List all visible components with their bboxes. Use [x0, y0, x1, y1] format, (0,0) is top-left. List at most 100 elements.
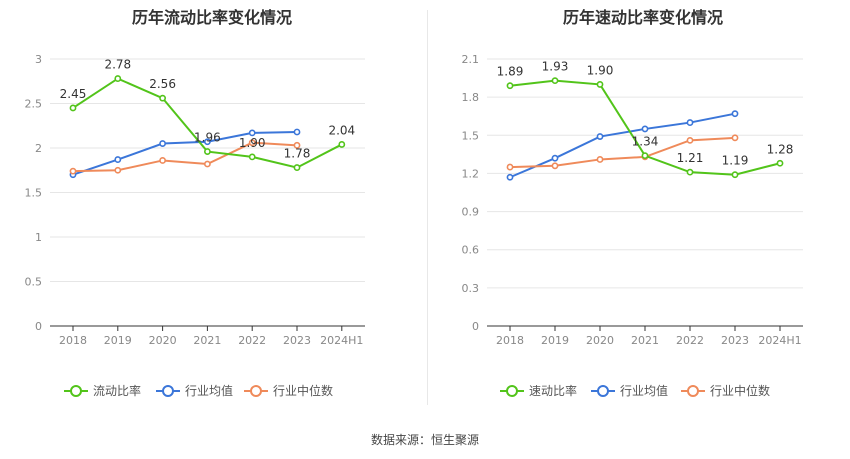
data-point[interactable]	[641, 125, 649, 133]
y-tick-label: 0	[472, 320, 479, 333]
data-point[interactable]	[114, 156, 122, 163]
data-point[interactable]	[69, 104, 77, 112]
y-tick-label: 1.2	[462, 167, 480, 180]
data-point[interactable]	[248, 153, 256, 161]
x-tick-label: 2023	[283, 334, 311, 347]
legend-marker[interactable]	[506, 385, 518, 397]
series-line	[72, 130, 298, 176]
x-tick-label: 2021	[631, 334, 659, 347]
data-point[interactable]	[506, 173, 514, 181]
series-line	[72, 141, 298, 173]
current-ratio-chart: 0 0.5 1 1.5 2 2.5 3 2018 2019 2020 2021 2022 2023 202…	[25, 53, 365, 398]
y-tick-label: 1.5	[25, 187, 43, 200]
data-point[interactable]	[596, 133, 604, 140]
data-point[interactable]	[338, 141, 346, 148]
data-point[interactable]	[159, 157, 166, 164]
data-label: 1.78	[284, 147, 311, 161]
legend-marker[interactable]	[687, 385, 699, 397]
y-tick-label: 2	[35, 142, 42, 155]
data-point[interactable]	[776, 159, 784, 167]
data-point[interactable]	[248, 139, 256, 147]
data-point[interactable]	[551, 154, 559, 162]
x-tick-label: 2018	[59, 334, 87, 347]
data-point[interactable]	[731, 171, 739, 179]
series-line	[509, 136, 736, 169]
x-tick-label: 2018	[496, 334, 524, 347]
data-label: 1.90	[239, 136, 266, 150]
data-point[interactable]	[506, 82, 514, 90]
data-point[interactable]	[731, 134, 739, 142]
data-label: 2.78	[104, 58, 131, 72]
data-label: 1.93	[542, 60, 569, 74]
y-tick-label: 1.5	[462, 129, 480, 142]
data-point[interactable]	[114, 166, 122, 174]
data-point[interactable]	[293, 128, 301, 136]
quick-ratio-chart: 0 0.3 0.6 0.9 1.2 1.5 1.8 2.1 2018 2019 2020 2021 20…	[462, 53, 803, 398]
data-label: 1.28	[767, 142, 794, 156]
data-point[interactable]	[551, 77, 559, 85]
legend-label[interactable]: 行业均值	[185, 383, 233, 398]
data-point[interactable]	[203, 148, 211, 155]
data-point[interactable]	[114, 75, 122, 82]
data-label: 1.89	[497, 65, 524, 79]
y-tick-label: 1.8	[462, 91, 480, 104]
data-label: 1.34	[632, 135, 659, 149]
data-label: 1.21	[677, 151, 704, 165]
legend-marker[interactable]	[250, 385, 262, 397]
data-point[interactable]	[293, 141, 301, 149]
legend-label[interactable]: 速动比率	[529, 383, 577, 398]
x-tick-label: 2020	[149, 334, 177, 347]
chart-title-current-ratio: 历年流动比率变化情况	[131, 8, 292, 27]
series-line	[509, 112, 736, 179]
data-point[interactable]	[69, 167, 77, 175]
legend-label[interactable]: 流动比率	[93, 383, 141, 398]
data-point[interactable]	[203, 160, 211, 168]
data-point[interactable]	[686, 136, 694, 144]
data-point[interactable]	[596, 156, 604, 163]
data-label: 1.19	[722, 154, 749, 168]
data-label: 2.45	[60, 87, 87, 101]
data-point[interactable]	[159, 140, 166, 147]
data-point[interactable]	[686, 119, 694, 126]
legend-label[interactable]: 行业中位数	[273, 383, 333, 398]
legend-label[interactable]: 行业均值	[620, 383, 668, 398]
data-label: 1.90	[587, 63, 614, 77]
data-point[interactable]	[731, 110, 739, 118]
y-tick-label: 3	[35, 53, 42, 66]
data-source: 数据来源：恒生聚源	[370, 433, 479, 447]
y-tick-label: 0.3	[462, 282, 480, 295]
y-tick-label: 0.6	[462, 244, 480, 257]
x-tick-label: 2022	[676, 334, 704, 347]
x-tick-label: 2022	[238, 334, 266, 347]
x-tick-label: 2019	[104, 334, 132, 347]
y-tick-label: 2.5	[25, 98, 43, 111]
data-point[interactable]	[596, 81, 604, 88]
data-point[interactable]	[203, 138, 211, 146]
y-tick-label: 2.1	[462, 53, 480, 66]
legend-marker[interactable]	[162, 385, 174, 397]
data-point[interactable]	[641, 152, 649, 160]
panel-divider	[427, 10, 428, 405]
data-label: 2.56	[149, 77, 176, 91]
data-point[interactable]	[551, 162, 559, 170]
y-tick-label: 0.5	[25, 276, 43, 289]
data-label: 2.04	[328, 123, 355, 137]
x-tick-label: 2023	[721, 334, 749, 347]
legend-marker[interactable]	[70, 385, 82, 397]
x-tick-label: 2019	[541, 334, 569, 347]
chart-title-quick-ratio: 历年速动比率变化情况	[562, 8, 723, 27]
x-tick-label: 2024H1	[320, 334, 363, 347]
data-label: 1.96	[194, 131, 221, 145]
data-point[interactable]	[506, 163, 514, 171]
y-tick-label: 1	[35, 231, 42, 244]
x-tick-label: 2021	[193, 334, 221, 347]
data-point[interactable]	[159, 94, 166, 102]
data-point[interactable]	[293, 164, 301, 171]
legend-label[interactable]: 行业中位数	[710, 383, 770, 398]
x-tick-label: 2020	[586, 334, 614, 347]
y-tick-label: 0.9	[462, 206, 480, 219]
data-point[interactable]	[248, 129, 256, 137]
legend-marker[interactable]	[597, 385, 609, 397]
y-tick-label: 0	[35, 320, 42, 333]
data-point[interactable]	[686, 168, 694, 176]
